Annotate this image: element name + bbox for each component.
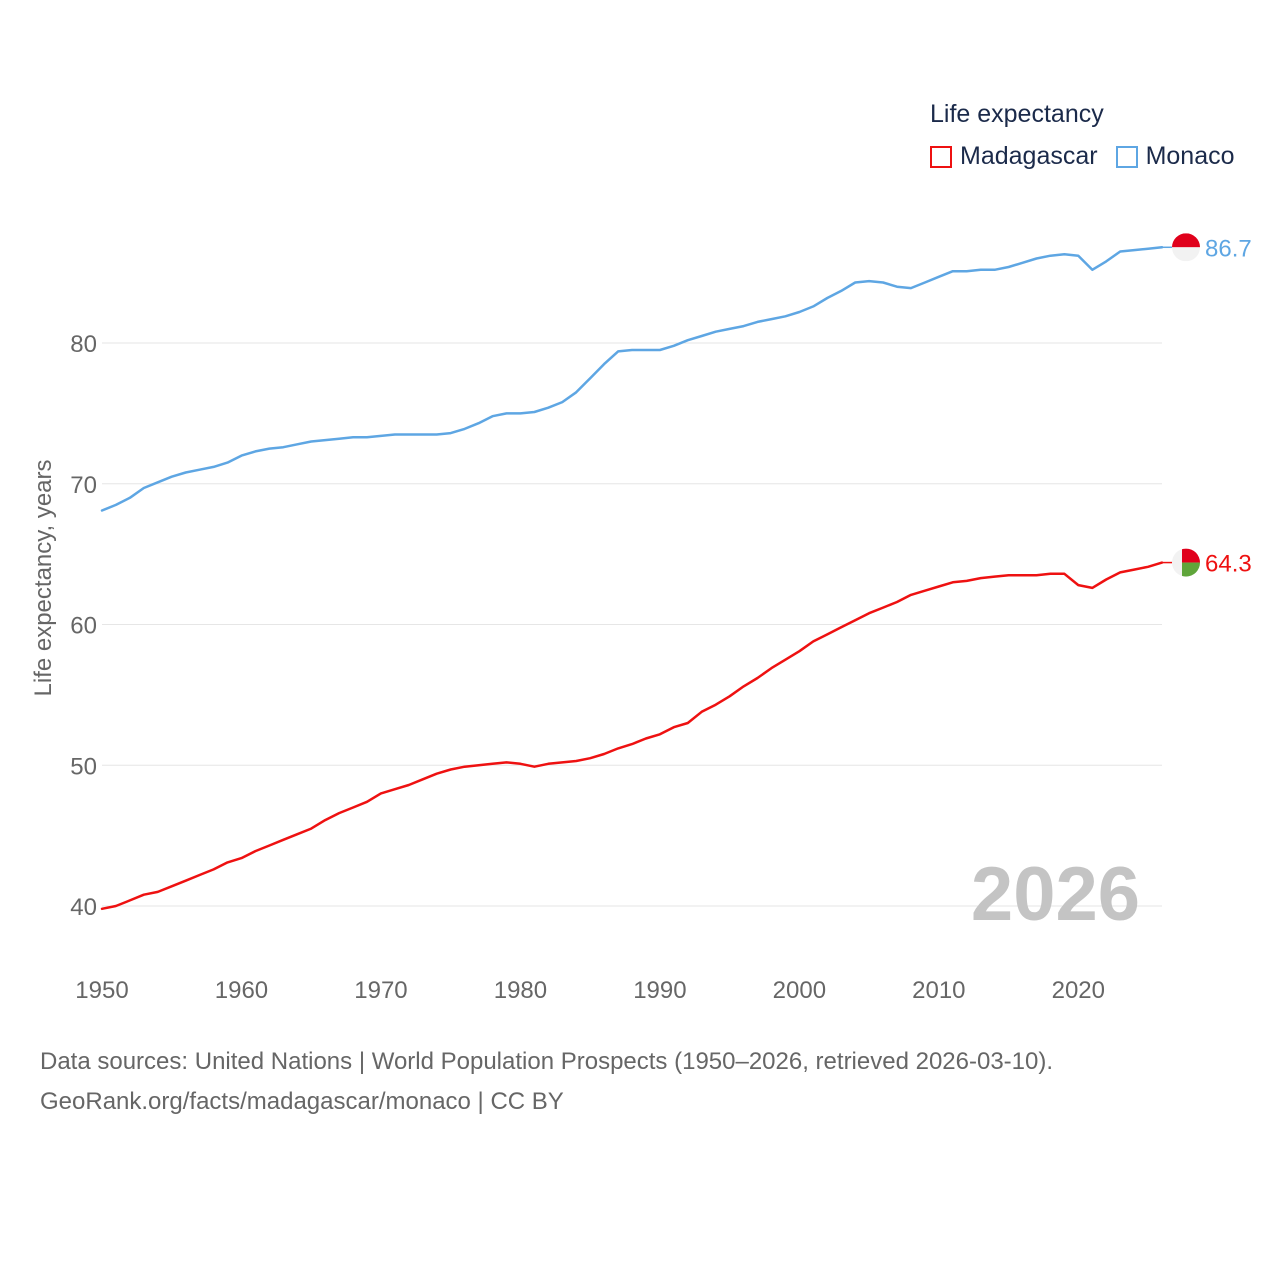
y-axis-label: Life expectancy, years [30, 459, 57, 696]
x-tick-label-2000: 2000 [773, 977, 826, 1004]
y-tick-label-40: 40 [70, 894, 97, 921]
x-tick-label-2020: 2020 [1052, 977, 1105, 1004]
y-tick-label-50: 50 [70, 753, 97, 780]
y-tick-label-60: 60 [70, 613, 97, 640]
x-tick-label-1970: 1970 [354, 977, 407, 1004]
flag-icon-madagascar [1172, 548, 1200, 577]
x-tick-label-1990: 1990 [633, 977, 686, 1004]
legend-title: Life expectancy [930, 100, 1104, 128]
legend[interactable]: Madagascar Monaco [930, 142, 1253, 171]
legend-label-monaco: Monaco [1145, 142, 1235, 170]
y-tick-label-80: 80 [70, 331, 97, 358]
footer: Data sources: United Nations | World Pop… [40, 1042, 1053, 1122]
axes: 2026 Life expectancy, years 40 50 60 70 80 19… [30, 331, 1140, 1004]
x-tick-label-2010: 2010 [912, 977, 965, 1004]
series: 64.3 86.7 [100, 233, 1252, 911]
series-line-monaco[interactable] [100, 246, 1164, 512]
year-label: 2026 [971, 852, 1140, 937]
series-line-madagascar[interactable] [100, 561, 1164, 911]
legend-item-madagascar[interactable]: Madagascar [930, 142, 1098, 171]
end-value-label-monaco: 86.7 [1205, 235, 1252, 262]
data-sources-text: Data sources: United Nations | World Pop… [40, 1048, 1054, 1075]
x-tick-label-1980: 1980 [494, 977, 547, 1004]
legend-item-monaco[interactable]: Monaco [1115, 142, 1235, 171]
y-tick-label-70: 70 [70, 472, 97, 499]
end-value-label-madagascar: 64.3 [1205, 551, 1252, 578]
attribution-link[interactable]: GeoRank.org/facts/madagascar/monaco | CC… [40, 1088, 564, 1115]
x-tick-label-1960: 1960 [215, 977, 268, 1004]
legend-swatch-monaco [1115, 145, 1138, 168]
grid-lines [102, 342, 1162, 907]
legend-label-madagascar: Madagascar [960, 142, 1098, 170]
flag-icon-monaco [1172, 233, 1200, 262]
legend-swatch-madagascar [930, 145, 952, 168]
x-tick-label-1950: 1950 [75, 977, 128, 1004]
